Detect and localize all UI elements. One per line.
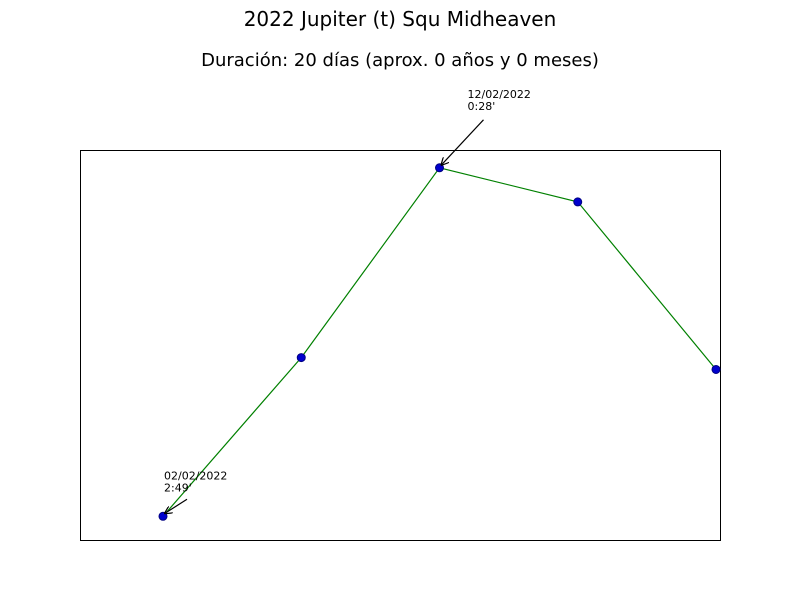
data-point xyxy=(435,163,444,173)
annotation-date-label: 02/02/2022 xyxy=(164,469,227,482)
data-point xyxy=(711,364,721,374)
series-layer xyxy=(158,163,721,521)
data-point xyxy=(573,197,583,207)
annotation-arrow xyxy=(165,498,188,513)
annotation-arrow xyxy=(442,119,484,165)
annotation-value-label: 2:49' xyxy=(164,481,192,494)
series-line xyxy=(162,167,717,517)
chart-title: 2022 Jupiter (t) Squ Midheaven xyxy=(243,7,557,31)
annotation-value-label: 0:28' xyxy=(468,100,496,113)
plot-frame xyxy=(80,150,721,541)
data-point xyxy=(296,353,306,363)
annotation-date-label: 12/02/2022 xyxy=(468,88,531,101)
chart-subtitle: Duración: 20 días (aprox. 0 años y 0 mes… xyxy=(201,50,599,71)
